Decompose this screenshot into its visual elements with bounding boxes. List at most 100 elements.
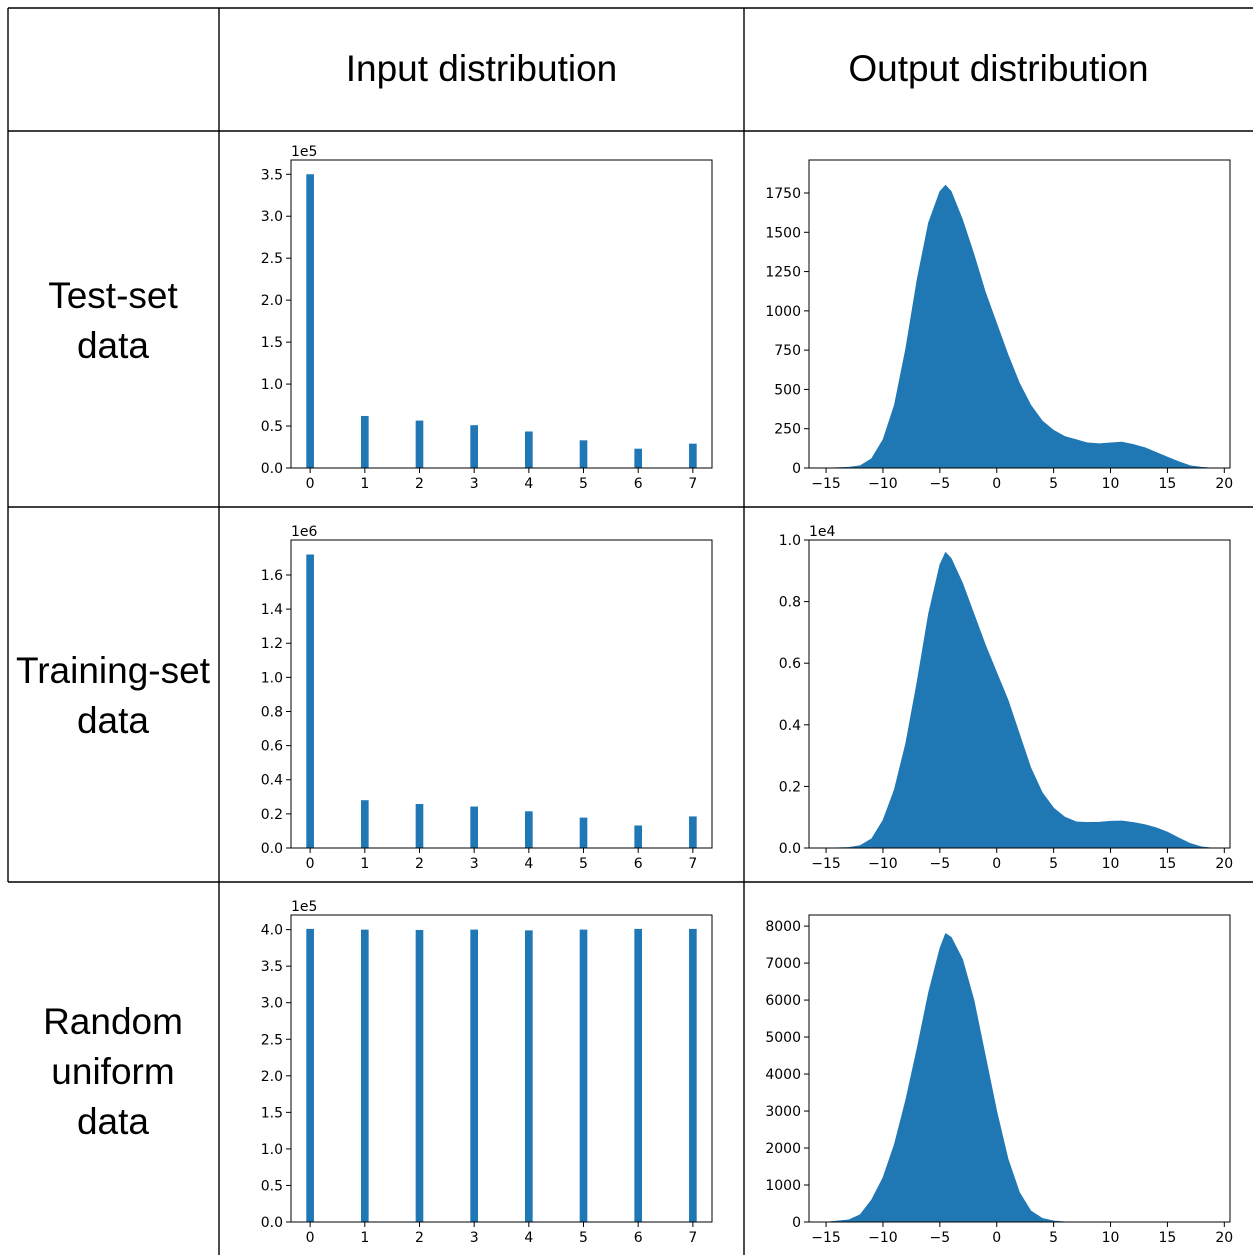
x-tick-label: 4 bbox=[524, 476, 533, 492]
bar bbox=[306, 554, 314, 848]
chart-random-output: 0 1000 2000 3000 4000 5000 6000 7000 8000 −15 −10 −… bbox=[765, 914, 1233, 1246]
x-tick-label: 2 bbox=[415, 856, 424, 872]
bar bbox=[579, 817, 588, 848]
x-tick-label: −15 bbox=[811, 1230, 841, 1246]
x-tick-label: 5 bbox=[1049, 856, 1058, 872]
x-tick-label: 1 bbox=[360, 476, 369, 492]
x-tick-label: 0 bbox=[306, 1230, 315, 1246]
y-tick-label: 1000 bbox=[765, 1178, 801, 1194]
y-tick-label: 3.0 bbox=[261, 209, 283, 225]
y-offset-label: 1e5 bbox=[291, 899, 317, 915]
y-tick-label: 0.2 bbox=[779, 779, 801, 795]
bar bbox=[525, 431, 533, 468]
x-tick-label: 5 bbox=[1049, 1230, 1058, 1246]
y-tick-label: 0.8 bbox=[261, 704, 283, 720]
y-tick-label: 500 bbox=[774, 382, 801, 398]
y-tick-label: 1.2 bbox=[261, 636, 283, 652]
y-tick-label: 3.5 bbox=[261, 167, 283, 183]
x-tick-label: −10 bbox=[868, 856, 898, 872]
x-tick-label: −5 bbox=[930, 476, 951, 492]
y-tick-label: 1.0 bbox=[261, 1142, 283, 1158]
y-tick-label: 8000 bbox=[765, 919, 801, 935]
y-tick-label: 0.2 bbox=[261, 807, 283, 823]
x-tick-label: −5 bbox=[930, 1230, 951, 1246]
y-tick-label: 750 bbox=[774, 343, 801, 359]
y-offset-label: 1e4 bbox=[809, 524, 836, 540]
bar bbox=[470, 425, 478, 468]
axes-frame bbox=[808, 159, 1231, 469]
y-tick-label: 0.8 bbox=[779, 595, 801, 611]
bar bbox=[689, 816, 697, 848]
x-tick-label: 7 bbox=[688, 1230, 697, 1246]
row-label-training-set: Training-set data bbox=[8, 646, 218, 746]
y-tick-label: 1500 bbox=[765, 225, 801, 241]
x-tick-label: −15 bbox=[811, 856, 841, 872]
y-tick-label: 4.0 bbox=[261, 923, 283, 939]
x-tick-label: 4 bbox=[524, 856, 533, 872]
y-tick-label: 2.0 bbox=[261, 293, 283, 309]
row-label-line: data bbox=[76, 1101, 149, 1142]
y-tick-label: 0.4 bbox=[261, 773, 283, 789]
chart-test-input: 0.0 0.5 1.0 1.5 2.0 2.5 3.0 3.5 0 1 2 3 4 5 6 7 1e5 bbox=[261, 144, 713, 492]
chart-random-input: 0.0 0.5 1.0 1.5 2.0 2.5 3.0 3.5 4.0 0 1 2 3 4 5 6 7 1e5 bbox=[261, 899, 713, 1246]
y-tick-label: 3.5 bbox=[261, 959, 283, 975]
bar bbox=[634, 825, 643, 848]
y-tick-label: 2000 bbox=[765, 1141, 801, 1157]
x-tick-label: 0 bbox=[306, 856, 315, 872]
x-tick-label: 3 bbox=[470, 856, 479, 872]
bar bbox=[306, 928, 314, 1222]
row-label-line: uniform bbox=[51, 1051, 175, 1092]
bar bbox=[579, 929, 588, 1222]
x-tick-label: 15 bbox=[1159, 476, 1177, 492]
x-tick-label: 10 bbox=[1102, 1230, 1120, 1246]
row-label-line: data bbox=[76, 700, 149, 741]
x-tick-label: 6 bbox=[634, 1230, 643, 1246]
y-tick-label: 3.0 bbox=[261, 996, 283, 1012]
y-tick-label: 0.0 bbox=[779, 841, 801, 857]
y-tick-label: 0.5 bbox=[261, 1178, 283, 1194]
y-tick-label: 0 bbox=[792, 461, 801, 477]
y-tick-label: 2.5 bbox=[261, 251, 283, 267]
y-tick-label: 0.6 bbox=[261, 739, 283, 755]
y-tick-label: 4000 bbox=[765, 1067, 801, 1083]
x-tick-label: 3 bbox=[470, 476, 479, 492]
bar bbox=[415, 420, 424, 468]
y-tick-label: 0 bbox=[792, 1215, 801, 1231]
header-output-distribution: Output distribution bbox=[848, 48, 1149, 89]
histogram-area bbox=[826, 551, 1213, 849]
axes-frame bbox=[808, 539, 1231, 849]
row-label-line: Test-set bbox=[48, 275, 178, 316]
bar bbox=[634, 448, 643, 468]
x-tick-label: 5 bbox=[1049, 476, 1058, 492]
bar bbox=[415, 929, 424, 1222]
chart-test-output: 0 250 500 750 1000 1250 1500 1750 −15 −10 −5 0 5 10 15… bbox=[765, 159, 1233, 492]
y-tick-label: 0.0 bbox=[261, 1215, 283, 1231]
bar bbox=[415, 803, 424, 848]
y-offset-label: 1e5 bbox=[291, 144, 317, 160]
x-tick-label: −15 bbox=[811, 476, 841, 492]
bar bbox=[579, 440, 588, 468]
x-tick-label: 15 bbox=[1159, 856, 1177, 872]
row-label-line: Training-set bbox=[16, 650, 210, 691]
x-tick-label: −10 bbox=[868, 476, 898, 492]
y-tick-label: 1.4 bbox=[261, 602, 283, 618]
bar bbox=[360, 800, 369, 848]
y-tick-label: 3000 bbox=[765, 1104, 801, 1120]
x-tick-label: 5 bbox=[579, 856, 588, 872]
y-tick-label: 0.4 bbox=[779, 718, 801, 734]
x-tick-label: 0 bbox=[992, 476, 1001, 492]
row-label-line: Random bbox=[43, 1001, 183, 1042]
bar bbox=[525, 811, 533, 848]
y-tick-label: 6000 bbox=[765, 993, 801, 1009]
y-tick-label: 0.0 bbox=[261, 841, 283, 857]
x-tick-label: 4 bbox=[524, 1230, 533, 1246]
y-tick-label: 0.0 bbox=[261, 461, 283, 477]
x-tick-label: 5 bbox=[579, 1230, 588, 1246]
bar bbox=[360, 929, 369, 1222]
axes-frame bbox=[290, 539, 713, 849]
x-tick-label: 10 bbox=[1102, 476, 1120, 492]
x-tick-label: 2 bbox=[415, 476, 424, 492]
x-tick-label: 3 bbox=[470, 1230, 479, 1246]
axes-frame bbox=[290, 159, 713, 469]
bar bbox=[689, 928, 697, 1222]
